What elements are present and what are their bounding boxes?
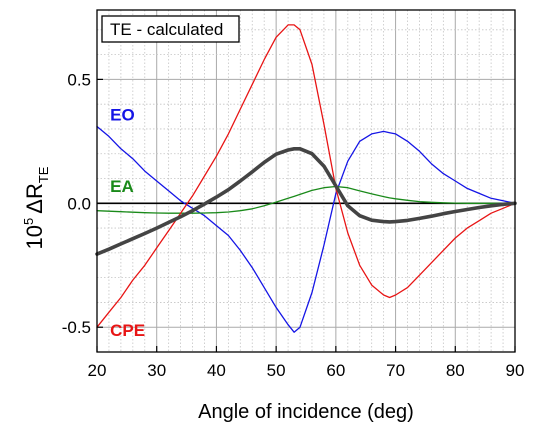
series-label-ea: EA bbox=[110, 177, 134, 196]
x-tick-label: 90 bbox=[506, 361, 525, 380]
series-line-ea bbox=[96, 185, 516, 214]
x-tick-label: 70 bbox=[386, 361, 405, 380]
legend-box-text: TE - calculated bbox=[110, 20, 223, 39]
series-layer bbox=[95, 24, 517, 333]
x-tick-label: 40 bbox=[207, 361, 226, 380]
ticks-layer: 20 30 40 50 60 70 80 90 -0.5 0.0 0.5 bbox=[62, 70, 525, 380]
y-axis-label-subscript: TE bbox=[36, 166, 51, 183]
y-axis-label-symbol: ΔR bbox=[22, 183, 47, 214]
y-axis-label-base: 10 bbox=[22, 225, 47, 249]
x-tick-label: 30 bbox=[147, 361, 166, 380]
x-tick-label: 80 bbox=[446, 361, 465, 380]
legend-box-frame bbox=[101, 15, 240, 43]
legend-box: TE - calculated bbox=[101, 15, 240, 43]
series-line-cpe bbox=[96, 24, 516, 328]
x-tick-label: 60 bbox=[326, 361, 345, 380]
series-label-eo: EO bbox=[110, 105, 135, 124]
grid-layer bbox=[96, 10, 516, 353]
plot-frame bbox=[96, 9, 516, 353]
series-line-eo bbox=[96, 125, 516, 333]
y-axis-label-exponent: 5 bbox=[21, 218, 36, 225]
x-tick-label: 20 bbox=[88, 361, 107, 380]
y-axis-label: 105 ΔRTE bbox=[21, 166, 51, 249]
series-labels-layer: EO EA CPE bbox=[110, 105, 145, 340]
x-tick-label: 50 bbox=[267, 361, 286, 380]
y-tick-label: -0.5 bbox=[62, 318, 91, 337]
series-label-cpe: CPE bbox=[110, 321, 145, 340]
y-tick-label: 0.0 bbox=[67, 194, 91, 213]
x-axis-label: Angle of incidence (deg) bbox=[198, 401, 414, 423]
y-tick-label: 0.5 bbox=[67, 70, 91, 89]
series-line-total bbox=[95, 147, 517, 256]
